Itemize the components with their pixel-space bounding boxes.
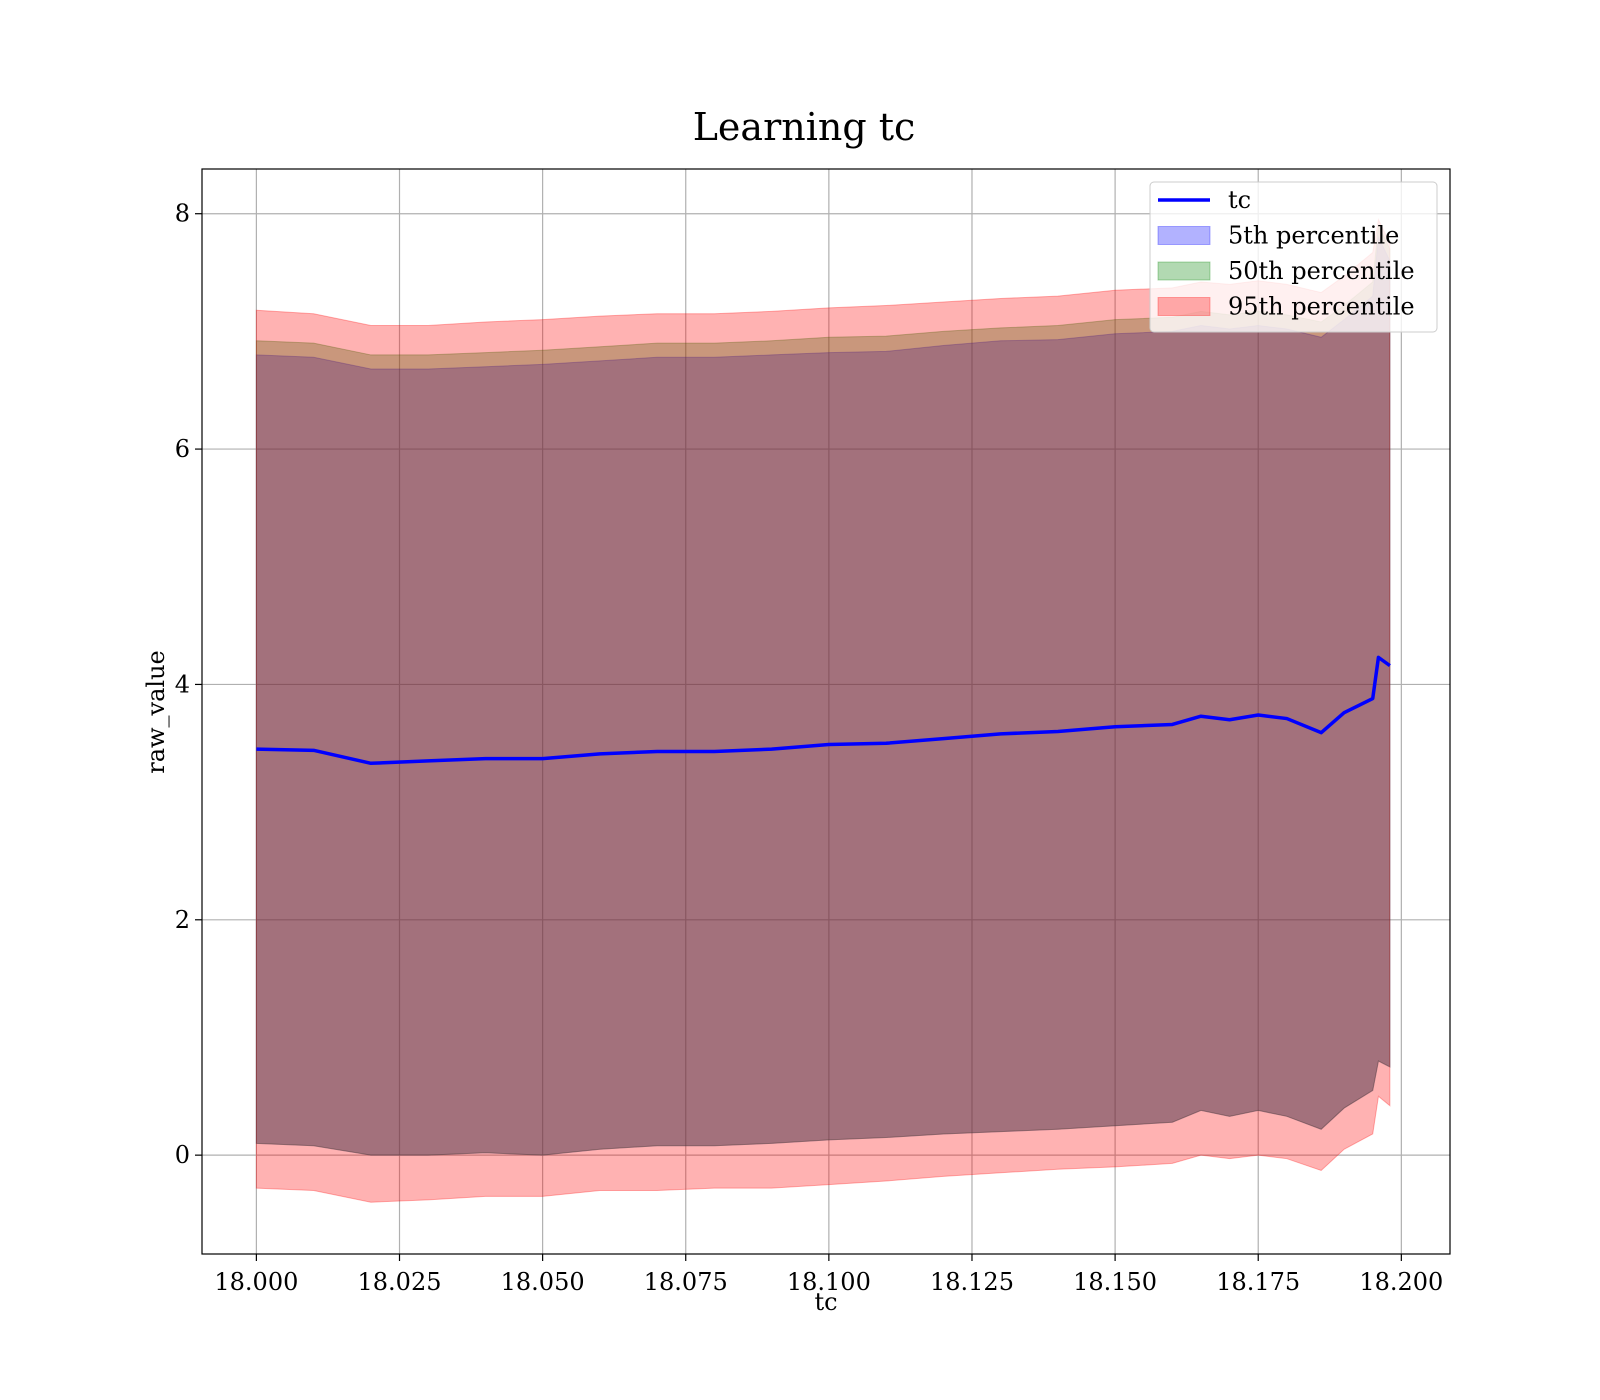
95th-percentile-legend-swatch bbox=[1157, 297, 1211, 316]
y-tick-label: 4 bbox=[175, 670, 190, 698]
legend-frame bbox=[1149, 181, 1438, 333]
x-axis-label: tc bbox=[814, 1288, 837, 1316]
percentile-bands bbox=[255, 217, 1391, 1203]
grid bbox=[202, 169, 1450, 1254]
x-tick-label: 18.175 bbox=[1216, 1268, 1300, 1296]
95th-percentile-band bbox=[255, 217, 1391, 1203]
x-tick-label: 18.000 bbox=[214, 1268, 298, 1296]
data-lines bbox=[256, 655, 1391, 766]
y-tick-label: 6 bbox=[175, 435, 190, 463]
5th-percentile-legend-swatch bbox=[1157, 226, 1211, 245]
y-tick-label: 8 bbox=[175, 200, 190, 228]
legend: tc 5th percentile 50th percentile 95th perc… bbox=[1149, 181, 1438, 333]
tc-series-line bbox=[256, 655, 1391, 766]
plot-frame bbox=[201, 168, 1451, 1255]
x-tick-label: 18.075 bbox=[644, 1268, 728, 1296]
tc-legend-label: tc bbox=[1228, 186, 1251, 214]
50th-percentile-legend-swatch bbox=[1157, 261, 1211, 281]
y-tick-label: 0 bbox=[175, 1141, 190, 1169]
y-axis-ticks: 0 2 4 6 8 bbox=[175, 200, 202, 1169]
5th-percentile-band bbox=[255, 235, 1391, 1156]
x-tick-label: 18.050 bbox=[501, 1268, 585, 1296]
chart-title: Learning tc bbox=[693, 105, 916, 149]
x-tick-label: 18.200 bbox=[1359, 1268, 1443, 1296]
x-axis-ticks: 18.000 18.025 18.050 18.075 18.100 18.125 18.1… bbox=[214, 1254, 1443, 1296]
95th-percentile-legend-label: 95th percentile bbox=[1228, 293, 1415, 321]
5th-percentile-legend-label: 5th percentile bbox=[1228, 222, 1399, 250]
x-tick-label: 18.125 bbox=[930, 1268, 1014, 1296]
50th-percentile-legend-label: 50th percentile bbox=[1228, 257, 1415, 285]
x-tick-label: 18.100 bbox=[787, 1268, 871, 1296]
y-axis-label: raw_value bbox=[142, 650, 170, 774]
x-tick-label: 18.150 bbox=[1073, 1268, 1157, 1296]
y-tick-label: 2 bbox=[175, 906, 190, 934]
x-tick-label: 18.025 bbox=[358, 1268, 442, 1296]
50th-percentile-band bbox=[255, 223, 1391, 1156]
